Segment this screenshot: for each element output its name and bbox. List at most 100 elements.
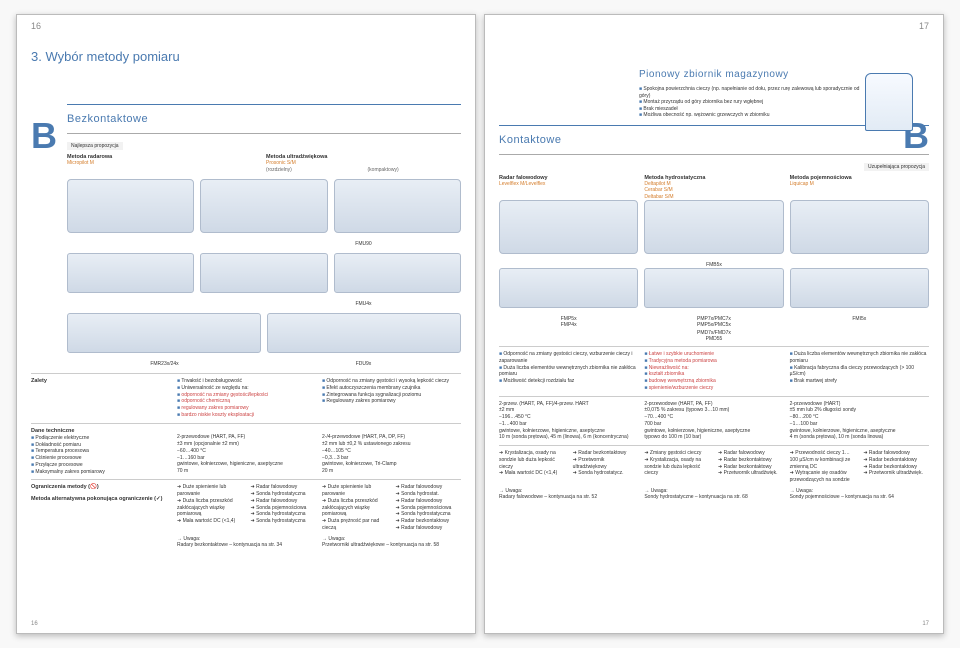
uzup-label: Uzupełniająca propozycja: [864, 163, 929, 171]
v: −1…160 bar: [177, 455, 316, 462]
z: spienienie/wzburzenie cieczy: [644, 385, 783, 392]
v: gwintowe, kołnierzowe, higieniczne, asep…: [644, 428, 783, 435]
dane: Dane techniczne: [31, 428, 171, 435]
o: Radar bezkontaktowy: [863, 464, 929, 471]
v: gwintowe, kołnierzowe, Tri-Clamp: [322, 461, 461, 468]
fmu4x: FMU4x: [266, 301, 461, 307]
o: Radar falowodowy: [396, 498, 462, 505]
o: Sonda hydrostatyczna: [396, 511, 462, 518]
o: Zmiany gęstości cieczy: [644, 450, 710, 457]
o: Wytrącanie się osadów przewodzących na s…: [790, 470, 856, 484]
o: Radar bezkontaktowy: [573, 450, 639, 457]
device-img: [267, 313, 461, 353]
fmi: FMI5x: [790, 316, 929, 328]
v: 2-/4-przewodowe (HART, PA, DP, FF): [322, 434, 461, 441]
o: Mała wartość DC (<1,4): [177, 518, 243, 525]
o: Duże spienienie lub parowanie: [322, 484, 388, 498]
v: ±0,075 % zakresu (typowo 3…10 mm): [644, 407, 783, 414]
pgnum-top-right: 17: [919, 21, 929, 31]
v: −1…100 bar: [790, 421, 929, 428]
z: odporność na zmiany gęstości/lepkości: [177, 392, 316, 399]
v: 2-przewodowe (HART, PA, FF): [177, 434, 316, 441]
uwb: Radary falowodowe – kontynuacja na str. …: [499, 494, 597, 500]
alt: Metoda alternatywna pokonująca ogranicze…: [31, 496, 171, 503]
z: Możliwość detekcji rozdziału faz: [499, 378, 638, 385]
uwb: Przetworniki ultradźwiękowe – kontynuacj…: [322, 542, 439, 548]
v: −70…400 °C: [644, 414, 783, 421]
z: Brak martwej strefy: [790, 378, 929, 385]
page-left: 16 B 3. Wybór metody pomiaru Bezkontakto…: [16, 14, 476, 634]
v: gwintowe, kołnierzowe, higieniczne, asep…: [499, 428, 638, 435]
d: Maksymalny zakres pomiarowy: [31, 469, 171, 476]
uwb: Radary bezkontaktowe – kontynuacja na st…: [177, 542, 282, 548]
pgnum-top-left: 16: [31, 21, 41, 31]
fmu90: FMU90: [266, 241, 461, 247]
device-img: [200, 253, 327, 293]
d: Podłączenie elektryczne: [31, 435, 171, 442]
o: Radar falowodowy: [718, 450, 784, 457]
najlepsza-label: Najlepsza propozycja: [67, 142, 123, 150]
device-img: [200, 179, 327, 233]
m1p: Micropilot M: [67, 160, 262, 167]
device-img: [790, 268, 929, 308]
v: −40…105 °C: [322, 448, 461, 455]
z: Zintegrowana funkcja sygnalizacji poziom…: [322, 392, 461, 399]
spread: 16 B 3. Wybór metody pomiaru Bezkontakto…: [16, 14, 944, 634]
o: Radar falowodowy: [396, 525, 462, 532]
z: regulowany zakres pomiarowy: [177, 405, 316, 412]
o: Radar bezkontaktowy: [718, 457, 784, 464]
z: Efekt autoczyszczenia membrany czujnika: [322, 385, 461, 392]
m3p: Liquicap M: [790, 181, 929, 188]
device-img: [67, 313, 261, 353]
o: Sonda hydrostatyczna: [251, 518, 317, 525]
o: Radar falowodowy: [251, 498, 317, 505]
o: Krystalizacja, osady na sondzie lub duża…: [499, 450, 565, 470]
rozdz: (rozdzielny): [266, 167, 360, 174]
v: −0,3…3 bar: [322, 455, 461, 462]
o: Duże spienienie lub parowanie: [177, 484, 243, 498]
v: ±5 mm lub 2% długości sondy: [790, 407, 929, 414]
z: Tradycyjna metoda pomiarowa: [644, 358, 783, 365]
v: 10 m (sonda prętowa), 45 m (linowa), 6 m…: [499, 434, 638, 441]
uwb: Sondy pojemnościowe – kontynuacja na str…: [790, 494, 894, 500]
section-title: 3. Wybór metody pomiaru: [31, 49, 461, 64]
device-img: [790, 200, 929, 254]
device-img: [67, 179, 194, 233]
v: ±2 mm: [499, 407, 638, 414]
device-img: [499, 268, 638, 308]
o: Przewodność cieczy 1…100 µS/cm w kombina…: [790, 450, 856, 470]
v: 700 bar: [644, 421, 783, 428]
z: kształt zbiornika: [644, 371, 783, 378]
z: Niewrażliwość na:: [644, 365, 783, 372]
o: Duża liczba przeszkód zakłócających wiąz…: [177, 498, 243, 518]
o: Przetwornik ultradźwięk.: [718, 470, 784, 477]
v: 2-przewodowe (HART, PA, FF): [644, 401, 783, 408]
v: 4 m (sonda prętowa), 10 m (sonda linowa): [790, 434, 929, 441]
o: Sonda hydrostatycz.: [573, 470, 639, 477]
page-right: 17 B Pionowy zbiornik magazynowy Spokojn…: [484, 14, 944, 634]
m1p: Levelflex M/Levelflex: [499, 181, 638, 188]
z: Uniwersalność ze względu na:: [177, 385, 316, 392]
pmd55: PMD55: [706, 336, 723, 342]
d: Przyłącze procesowe: [31, 462, 171, 469]
v: 70 m: [177, 468, 316, 475]
z: Trwałość i bezobsługowość: [177, 378, 316, 385]
o: Sonda pojemnościowa: [251, 505, 317, 512]
z: Odporność na zmiany gęstości cieczy, wzb…: [499, 351, 638, 365]
o: Sonda hydrostatyczna: [251, 491, 317, 498]
o: Radar bezkontaktowy: [396, 518, 462, 525]
device-img: [67, 253, 194, 293]
z: Regulowany zakres pomiarowy: [322, 398, 461, 405]
o: Duża liczba przeszkód zakłócających wiąz…: [322, 498, 388, 518]
device-img: [644, 268, 783, 308]
o: Radar bezkontaktowy: [863, 457, 929, 464]
col-head-bezkontaktowe: Bezkontaktowe: [67, 113, 461, 125]
v: −1…400 bar: [499, 421, 638, 428]
o: Radar falowodowy: [863, 450, 929, 457]
d: Temperatura procesowa: [31, 448, 171, 455]
ogr: Ograniczenia metody (🚫): [31, 484, 171, 491]
o: Krystalizacja, osady na sondzie lub duża…: [644, 457, 710, 477]
z: Duża liczba elementów wewnętrznych zbior…: [499, 365, 638, 379]
o: Przetwornik ultradźwiękowy: [573, 457, 639, 471]
col-head-kontaktowe: Kontaktowe: [499, 134, 929, 146]
